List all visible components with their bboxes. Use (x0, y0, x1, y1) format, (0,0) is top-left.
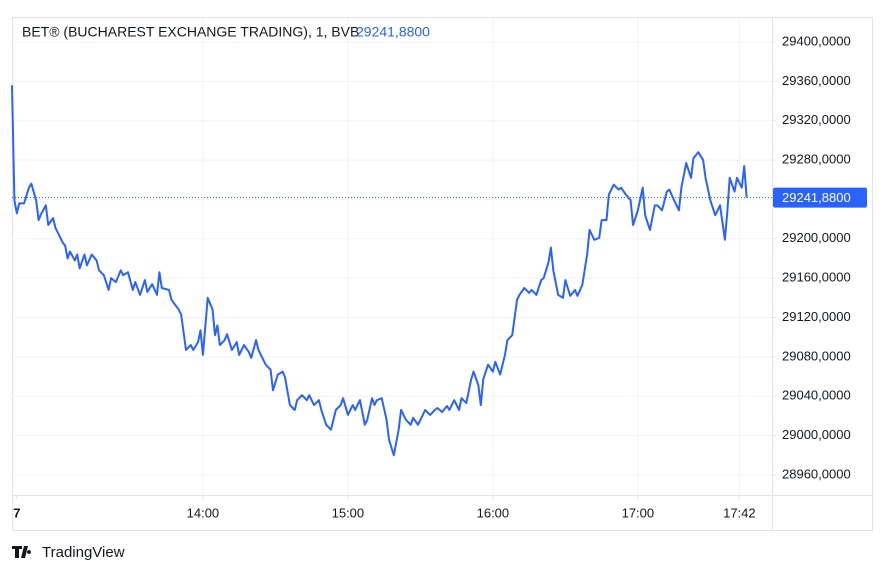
last-price-label: 29241,8800 (782, 190, 851, 205)
last-price-tag (773, 187, 867, 208)
frame (12, 17, 873, 531)
price-line (11, 85, 748, 457)
x-tick-label: 17:42 (723, 505, 756, 520)
y-tick-label: 29200,0000 (782, 230, 851, 245)
x-tick-label: 15:00 (332, 505, 365, 520)
y-tick-label: 29360,0000 (782, 73, 851, 88)
y-tick-label: 28960,0000 (782, 466, 851, 481)
y-tick-label: 29160,0000 (782, 270, 851, 285)
y-tick-label: 29000,0000 (782, 427, 851, 442)
last-value: 29241,8800 (356, 24, 430, 40)
chart-title: BET® (BUCHAREST EXCHANGE TRADING), 1, BV… (22, 24, 359, 40)
logo: TradingView (12, 544, 125, 561)
y-tick-label: 29320,0000 (782, 112, 851, 127)
y-tick-label: 29040,0000 (782, 388, 851, 403)
x-tick-label: 16:00 (477, 505, 510, 520)
x-tick-label: 17:00 (622, 505, 655, 520)
x-tick-label: 14:00 (187, 505, 220, 520)
y-tick-label: 29280,0000 (782, 152, 851, 167)
y-tick-label: 29120,0000 (782, 309, 851, 324)
brand: TradingView (42, 544, 125, 561)
y-tick-label: 29400,0000 (782, 33, 851, 48)
y-tick-label: 29080,0000 (782, 348, 851, 363)
x-tick-label: 7 (13, 505, 20, 520)
